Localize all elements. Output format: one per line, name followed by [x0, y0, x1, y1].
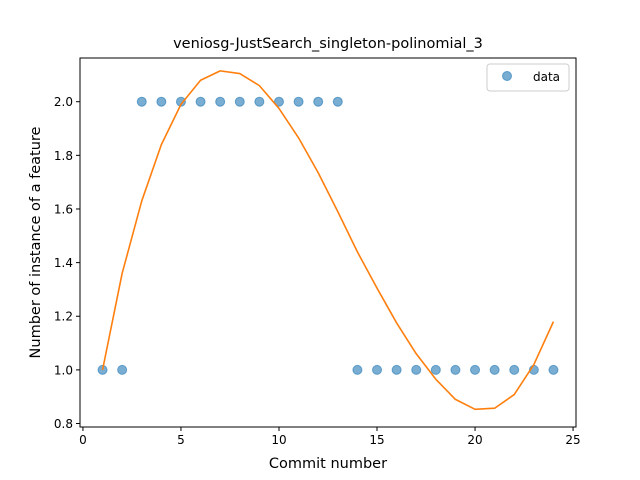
data-point: [372, 364, 383, 375]
y-tick-label: 0.8: [54, 417, 73, 431]
data-point: [293, 96, 304, 107]
y-tick-label: 1.4: [54, 256, 73, 270]
data-point: [195, 96, 206, 107]
x-axis-ticks: 0 5 10 15 20 25: [79, 427, 581, 447]
legend-label-data: data: [533, 70, 560, 84]
y-axis-ticks: 0.8 1.0 1.2 1.4 1.6 1.8 2.0: [54, 95, 80, 431]
data-point: [391, 364, 402, 375]
y-tick-label: 1.8: [54, 149, 73, 163]
x-axis-label: Commit number: [269, 456, 387, 472]
x-tick-label: 5: [177, 433, 185, 447]
fit-line: [101, 70, 555, 411]
axes-frame: [79, 57, 577, 428]
data-point: [117, 364, 128, 375]
x-tick-label: 25: [565, 433, 580, 447]
data-point: [450, 364, 461, 375]
data-point: [156, 96, 167, 107]
x-tick-label: 10: [271, 433, 286, 447]
data-point: [254, 96, 265, 107]
y-tick-label: 2.0: [54, 95, 73, 109]
data-point: [313, 96, 324, 107]
chart-title: veniosg-JustSearch_singleton-polinomial_…: [173, 36, 483, 52]
x-tick-label: 15: [369, 433, 384, 447]
plot-area: [97, 70, 559, 411]
y-tick-label: 1.2: [54, 310, 73, 324]
data-point: [215, 96, 226, 107]
x-tick-label: 20: [467, 433, 482, 447]
data-point: [548, 364, 559, 375]
legend: data: [486, 63, 570, 92]
legend-box: [486, 63, 570, 92]
x-tick-label: 0: [79, 433, 87, 447]
data-point: [352, 364, 363, 375]
data-point: [332, 96, 343, 107]
data-point: [470, 364, 481, 375]
data-point: [234, 96, 245, 107]
legend-marker-data: [502, 71, 512, 81]
data-point: [430, 364, 441, 375]
data-point: [97, 364, 108, 375]
data-point: [273, 96, 284, 107]
data-point: [175, 96, 186, 107]
y-axis-label: Number of instance of a feature: [28, 126, 44, 358]
y-tick-label: 1.0: [54, 363, 73, 377]
y-tick-label: 1.6: [54, 202, 73, 216]
data-point: [509, 364, 520, 375]
data-point: [411, 364, 422, 375]
data-point: [136, 96, 147, 107]
data-point: [489, 364, 500, 375]
